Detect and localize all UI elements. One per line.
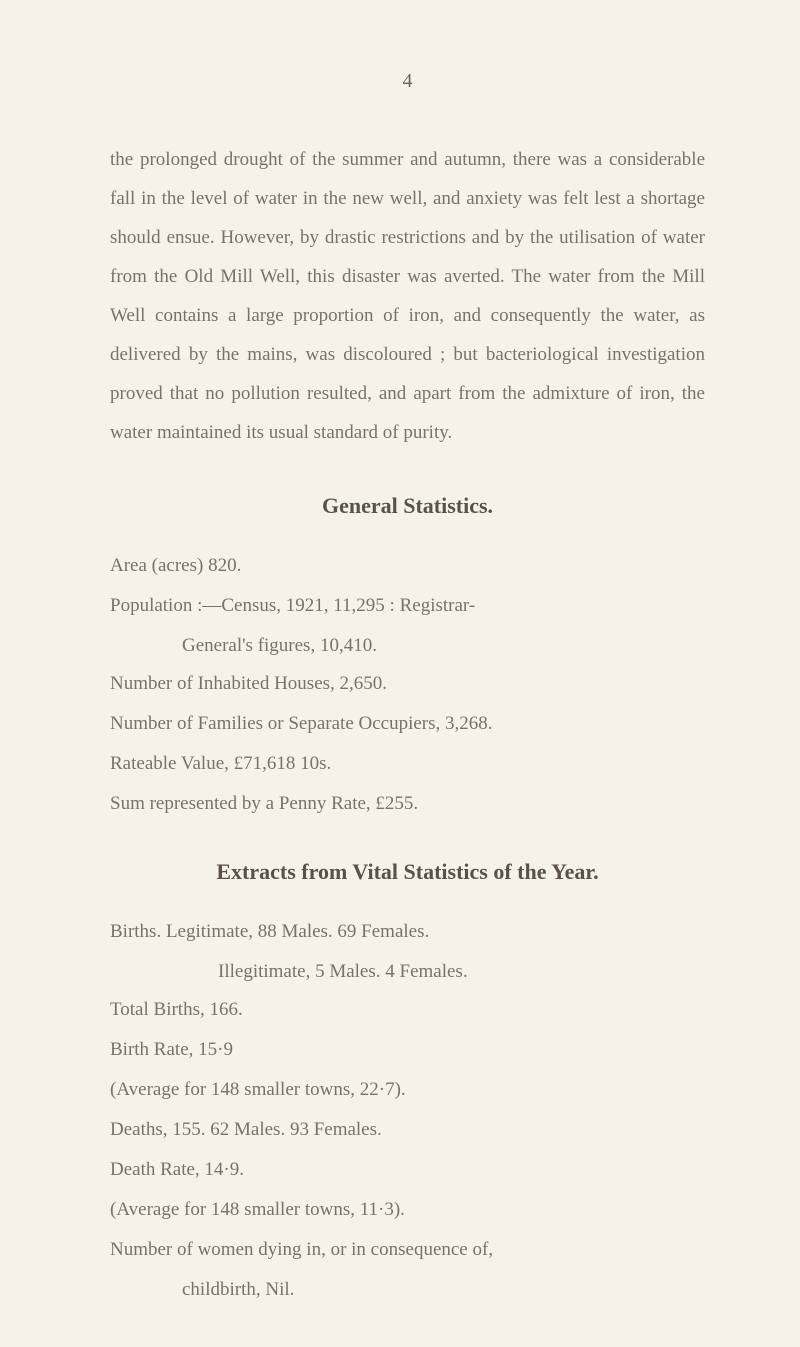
extract-total-births: Total Births, 166.	[110, 991, 705, 1029]
stat-penny-rate: Sum represented by a Penny Rate, £255.	[110, 785, 705, 823]
extract-avg-deaths: (Average for 148 smaller towns, 11·3).	[110, 1191, 705, 1229]
stat-area: Area (acres) 820.	[110, 547, 705, 585]
stat-population-line1: Population :—Census, 1921, 11,295 : Regi…	[110, 587, 705, 625]
extract-deaths: Deaths, 155. 62 Males. 93 Females.	[110, 1111, 705, 1149]
extracts-list: Births. Legitimate, 88 Males. 69 Females…	[110, 913, 705, 1309]
extract-death-rate: Death Rate, 14·9.	[110, 1151, 705, 1189]
extract-birth-rate: Birth Rate, 15·9	[110, 1031, 705, 1069]
general-statistics-list: Area (acres) 820. Population :—Census, 1…	[110, 547, 705, 823]
stat-population-line2: General's figures, 10,410.	[110, 627, 705, 665]
extract-women-dying-line1: Number of women dying in, or in conseque…	[110, 1231, 705, 1269]
extract-births-line2: Illegitimate, 5 Males. 4 Females.	[110, 953, 705, 991]
page-number: 4	[110, 70, 705, 93]
general-statistics-heading: General Statistics.	[110, 493, 705, 519]
extracts-heading: Extracts from Vital Statistics of the Ye…	[110, 859, 705, 885]
extract-births-line1: Births. Legitimate, 88 Males. 69 Females…	[110, 913, 705, 951]
stat-families: Number of Families or Separate Occupiers…	[110, 705, 705, 743]
body-paragraph: the prolonged drought of the summer and …	[110, 141, 705, 453]
stat-rateable-value: Rateable Value, £71,618 10s.	[110, 745, 705, 783]
extract-women-dying-line2: childbirth, Nil.	[110, 1271, 705, 1309]
extract-avg-births: (Average for 148 smaller towns, 22·7).	[110, 1071, 705, 1109]
stat-inhabited-houses: Number of Inhabited Houses, 2,650.	[110, 665, 705, 703]
